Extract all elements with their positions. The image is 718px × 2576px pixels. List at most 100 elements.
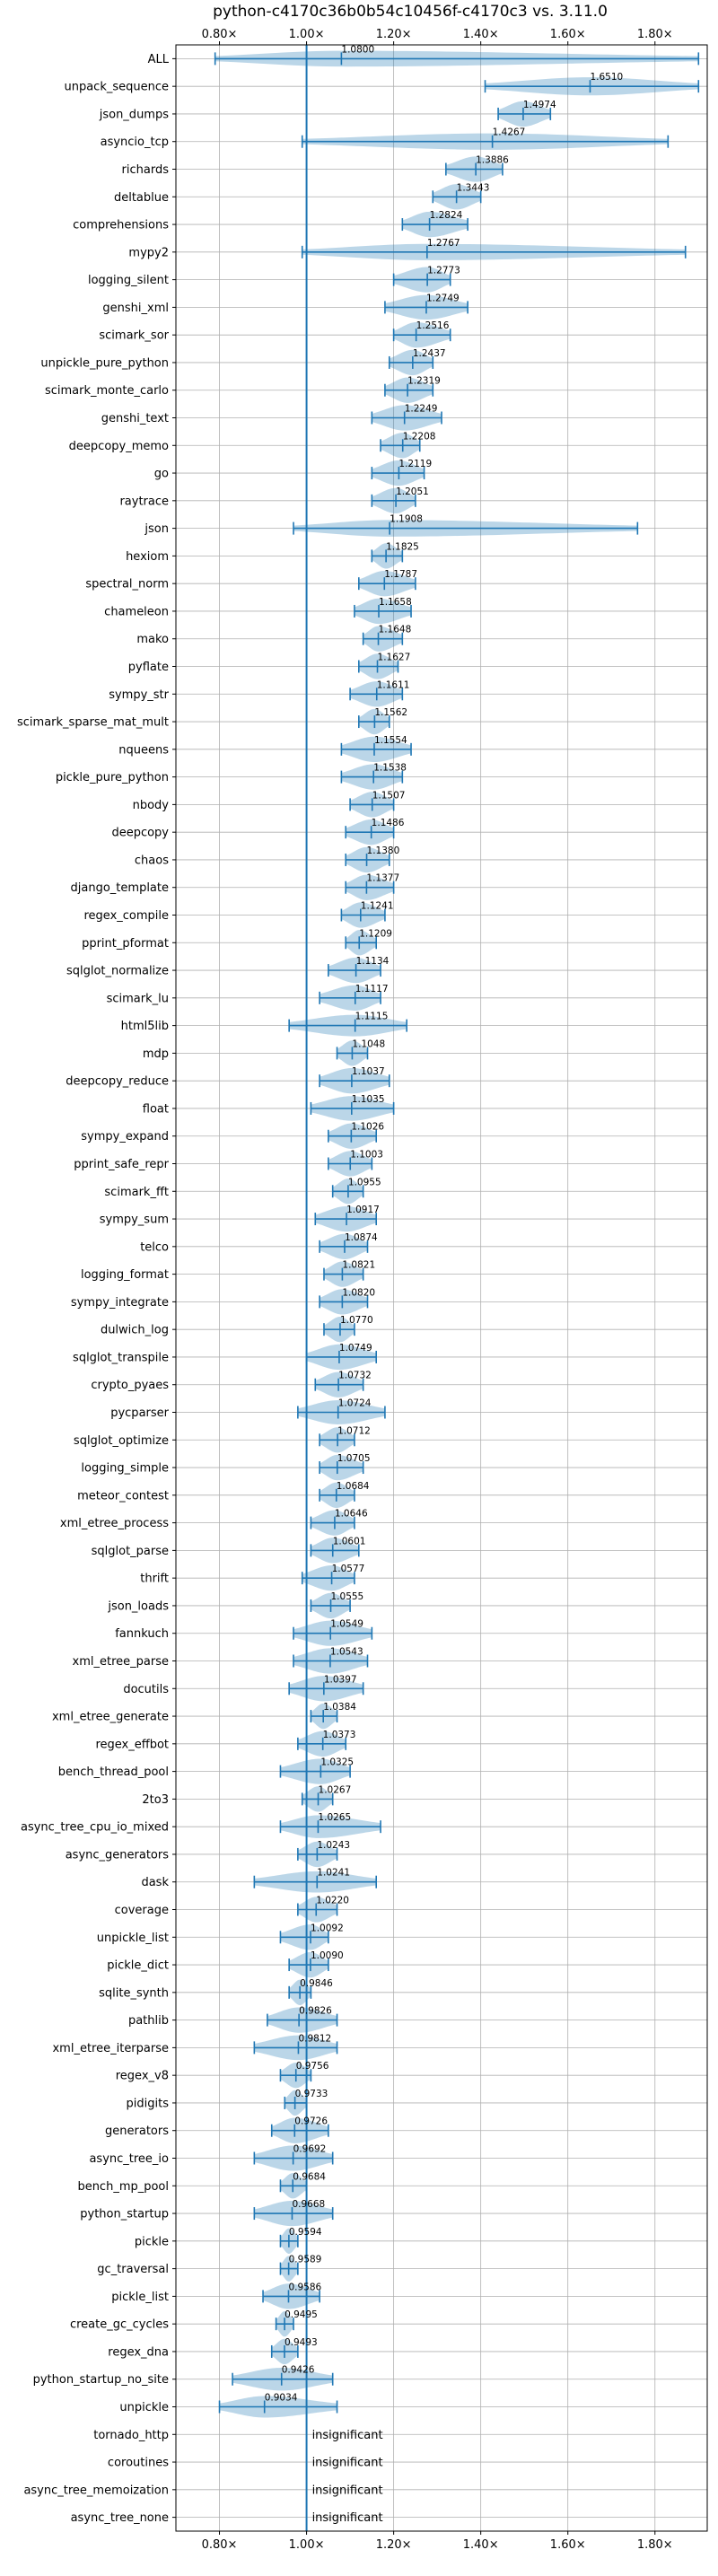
benchmark-label: hexiom [126,550,169,564]
benchmark-label: create_gc_cycles [70,2318,169,2332]
whisker-layer [214,45,700,2531]
benchmark-label: mako [136,633,169,646]
mean-value-label: 0.9668 [292,2199,325,2210]
benchmark-label: unpickle_list [97,1932,169,1945]
benchmark-label: async_tree_none [71,2511,169,2525]
benchmark-label: pickle_list [111,2291,169,2304]
benchmark-label: unpack_sequence [64,81,169,94]
mean-value-label: 1.1003 [350,1150,383,1161]
mean-value-label: 1.0265 [318,1812,351,1823]
mean-value-label: 1.1026 [351,1122,384,1133]
mean-value-label: 1.2516 [416,320,450,331]
mean-value-label: 0.9493 [285,2337,318,2348]
mean-value-label: 1.0749 [339,1343,372,1354]
benchmark-label: async_generators [66,1848,170,1862]
mean-value-label: 1.1648 [379,625,412,635]
benchmark-label: gc_traversal [97,2263,169,2276]
mean-value-label: 1.6510 [590,72,623,83]
benchmark-label: tornado_http [93,2429,169,2442]
x-tick-label-top: 1.20× [376,28,412,41]
benchmark-label: sqlite_synth [99,1986,169,2000]
benchmark-label: deepcopy [111,827,169,840]
benchmark-label: chaos [135,854,169,867]
benchmark-label: sympy_sum [100,1214,169,1227]
benchmark-label: regex_compile [83,909,169,923]
benchmark-label: scimark_monte_carlo [45,384,169,398]
mean-value-label: 0.9586 [288,2282,321,2292]
benchmark-label: scimark_lu [107,992,169,1005]
benchmark-label: fannkuch [115,1627,169,1641]
mean-value-label: 1.1117 [355,984,389,994]
benchmark-label: sqlglot_parse [92,1545,169,1558]
mean-value-label: 1.2749 [426,293,460,303]
mean-value-label: 1.0267 [319,1784,352,1795]
mean-value-label: 0.9034 [265,2393,298,2404]
benchmark-label: bench_mp_pool [77,2180,169,2194]
mean-value-label: 1.0092 [311,1923,344,1933]
benchmark-label: meteor_contest [77,1489,169,1503]
mean-value-label: 1.0384 [323,1702,356,1713]
benchmark-label: deltablue [114,191,169,205]
mean-value-label: 1.1611 [377,679,410,690]
mean-value-label: 0.9684 [293,2171,326,2182]
mean-value-label: 1.0821 [342,1260,375,1271]
mean-value-label: 1.0220 [316,1896,349,1906]
label-layer: 1.0800 1.6510 1.4974 1.4267 1.3886 1.3443 1.28… [265,44,624,2525]
x-tick-label-top: 1.40× [463,28,499,41]
mean-value-label: 1.1627 [378,653,411,663]
mean-value-label: 1.1538 [373,763,407,774]
benchmark-label: nbody [133,799,170,812]
benchmark-label: raytrace [119,495,169,508]
axis-layer: 0.80× 0.80× 1.00× 1.00× 1.20× 1.20× 1.40× 1.40×… [17,28,673,2552]
x-tick-label-top: 0.80× [202,28,238,41]
mean-value-label: 1.2824 [430,210,463,221]
benchmark-label: genshi_xml [102,302,169,315]
benchmark-label: ALL [148,53,170,66]
benchmark-label: sqlglot_optimize [74,1434,169,1448]
benchmark-label: scimark_sor [99,329,169,343]
benchmark-label: xml_etree_process [60,1517,169,1530]
mean-value-label: 1.2773 [427,266,460,276]
mean-value-label: 1.1507 [372,790,406,801]
mean-value-label: 1.2767 [427,238,460,249]
mean-value-label: 1.1908 [390,514,423,525]
benchmark-label: json_loads [107,1599,169,1613]
mean-value-label: 1.1562 [374,707,407,718]
mean-value-label: 1.1134 [356,956,390,967]
mean-value-label: 1.0917 [346,1205,380,1215]
x-tick-label-top: 1.00× [289,28,325,41]
benchmark-label: float [143,1102,169,1116]
mean-value-label: 1.0543 [330,1647,363,1658]
mean-value-label: 0.9426 [282,2365,315,2376]
benchmark-label: unpickle_pure_python [40,356,169,370]
benchmark-label: sympy_integrate [71,1296,169,1310]
mean-value-label: 1.1380 [367,846,400,856]
mean-value-label: 1.0555 [331,1591,364,1602]
benchmark-label: mypy2 [128,246,169,259]
mean-value-label: 1.0397 [324,1674,357,1685]
benchmark-label: comprehensions [73,219,169,232]
benchmark-label: scimark_fft [104,1186,169,1199]
mean-value-label: 1.1209 [359,928,392,939]
mean-value-label: 1.2437 [413,348,446,359]
benchmark-label: pickle_pure_python [56,771,169,784]
benchmark-label: async_tree_memoization [23,2484,169,2497]
benchmark-label: thrift [140,1573,169,1586]
benchmark-label: bench_thread_pool [58,1766,169,1779]
benchmark-label: sqlglot_normalize [66,965,169,978]
mean-value-label: 1.0800 [341,44,374,55]
benchmark-label: regex_dna [108,2345,169,2359]
benchmark-label: richards [122,163,170,177]
mean-value-label: 1.0684 [337,1481,370,1492]
benchmark-label: xml_etree_generate [52,1711,169,1724]
mean-value-label: 1.1377 [366,873,399,884]
benchmark-label: django_template [71,881,169,895]
mean-value-label: 1.1241 [361,901,394,912]
benchmark-label: docutils [123,1683,169,1696]
mean-value-label: 1.2051 [396,486,429,497]
mean-value-label: 0.9692 [293,2144,327,2155]
mean-value-label: 1.0090 [311,1950,344,1961]
benchmark-label: coverage [115,1904,169,1917]
x-tick-label-bottom: 1.80× [637,2538,673,2552]
benchmark-label: dulwich_log [101,1324,169,1337]
